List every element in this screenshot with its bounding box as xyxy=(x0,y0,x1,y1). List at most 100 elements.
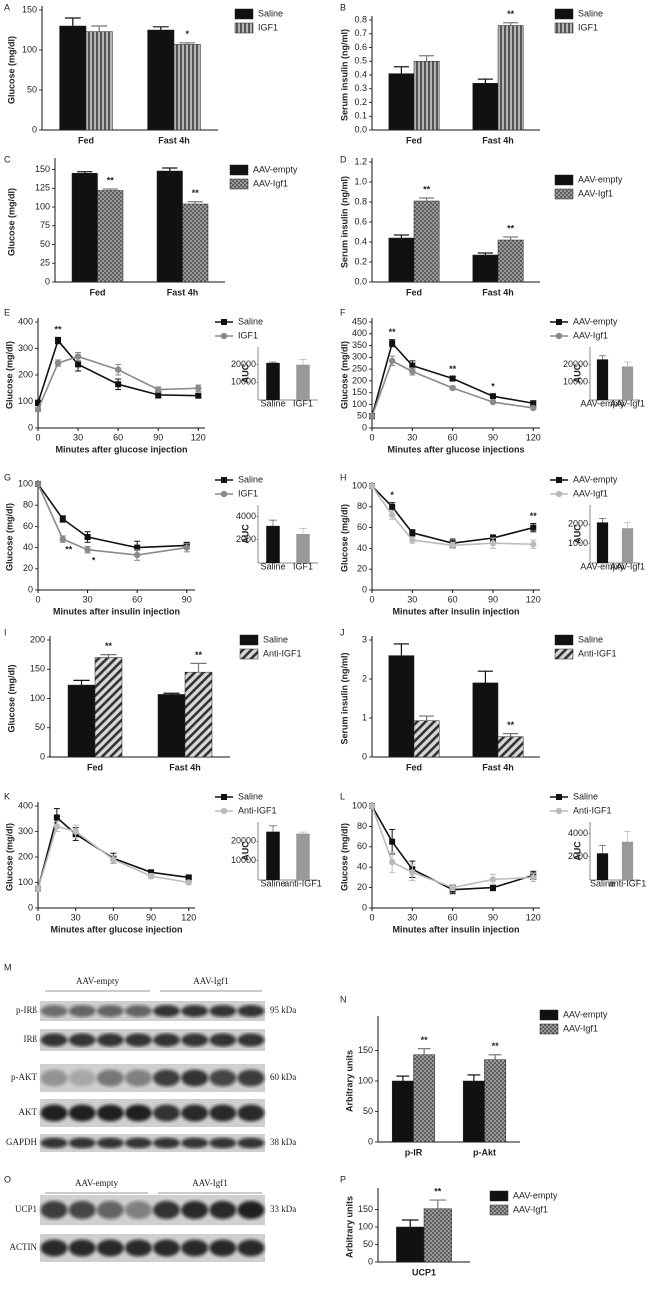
blot-band xyxy=(124,1069,152,1087)
blot-band xyxy=(96,1005,124,1017)
bar xyxy=(156,170,183,283)
y-tick-label: 50 xyxy=(357,411,367,421)
significance: ** xyxy=(192,188,200,198)
y-tick-label: 200 xyxy=(18,851,33,861)
y-tick-label: 450 xyxy=(352,316,367,326)
y-tick-label: 2000 xyxy=(236,534,256,544)
x-tick-label: Saline xyxy=(590,878,615,888)
blot-band xyxy=(96,1033,124,1047)
x-tick-label: Fast 4h xyxy=(158,135,190,145)
legend-marker xyxy=(556,477,562,483)
x-axis-label: Minutes after insulin injection xyxy=(392,606,519,616)
blot-band xyxy=(181,1069,209,1087)
blot-band xyxy=(124,1033,152,1047)
x-tick-label: 0 xyxy=(369,432,374,442)
point xyxy=(368,413,376,420)
y-tick-label: 100 xyxy=(18,877,33,887)
y-axis-label: Serum insulin (ng/ml) xyxy=(339,29,349,121)
bar xyxy=(472,682,499,758)
y-tick-label: 0.6 xyxy=(354,42,367,52)
legend-label: Saline xyxy=(578,634,603,644)
x-tick-label: Fed xyxy=(406,287,422,297)
y-tick-label: 2000 xyxy=(568,851,588,861)
legend-marker xyxy=(221,319,227,325)
y-tick-label: 20 xyxy=(357,564,367,574)
significance: ** xyxy=(107,175,115,185)
y-tick-label: 40 xyxy=(23,542,33,552)
point xyxy=(449,375,456,382)
bar xyxy=(266,831,280,880)
x-tick-label: Fast 4h xyxy=(482,762,514,772)
legend-swatch xyxy=(539,1009,559,1021)
point xyxy=(84,546,91,553)
point xyxy=(155,391,162,398)
y-axis-label: Glucose (mg/dl) xyxy=(6,664,16,732)
y-tick-label: 400 xyxy=(352,328,367,338)
y-tick-label: 100 xyxy=(35,201,50,211)
panel-letter: G xyxy=(4,472,11,482)
y-axis-label: Arbitrary units xyxy=(344,1050,354,1112)
significance: * xyxy=(390,490,394,500)
y-tick-label: 80 xyxy=(357,821,367,831)
y-tick-label: 1000 xyxy=(568,538,588,548)
x-tick-label: 120 xyxy=(526,594,541,604)
legend-swatch xyxy=(554,634,574,646)
panel-letter: D xyxy=(340,154,347,164)
point xyxy=(489,393,496,400)
blot-band xyxy=(40,1137,68,1149)
y-tick-label: 50 xyxy=(40,239,50,249)
x-tick-label: 90 xyxy=(488,594,498,604)
point xyxy=(489,876,497,883)
y-tick-label: 2000 xyxy=(568,519,588,529)
y-tick-label: 200 xyxy=(30,634,45,644)
bar xyxy=(497,239,524,283)
y-tick-label: 150 xyxy=(35,164,50,174)
legend-label: Saline xyxy=(573,791,598,801)
legend-swatch xyxy=(489,1190,509,1202)
x-tick-label: p-IR xyxy=(405,1147,423,1157)
point xyxy=(110,856,117,863)
y-tick-label: 0 xyxy=(368,1136,373,1146)
blot-band xyxy=(40,1239,68,1257)
legend-label: IGF1 xyxy=(238,330,258,340)
y-tick-label: 100 xyxy=(358,1221,373,1231)
blot-band xyxy=(68,1104,96,1122)
legend-label: Saline xyxy=(238,316,263,326)
legend-label: Anti-IGF1 xyxy=(573,805,612,815)
point xyxy=(115,381,122,388)
significance: * xyxy=(92,555,96,565)
x-tick-label: 30 xyxy=(407,594,417,604)
panel-letter: J xyxy=(340,627,345,637)
legend-marker xyxy=(221,794,227,800)
point xyxy=(114,366,122,373)
point xyxy=(449,884,456,891)
y-tick-label: 0.7 xyxy=(354,28,367,38)
blot-band xyxy=(209,1033,237,1047)
significance: * xyxy=(491,382,495,392)
legend-label: AAV-empty xyxy=(513,1190,558,1200)
y-axis-label: Glucose (mg/dl) xyxy=(339,341,349,409)
y-tick-label: 40 xyxy=(357,543,367,553)
y-tick-label: 0 xyxy=(362,422,367,432)
x-tick-label: 60 xyxy=(132,594,142,604)
bar xyxy=(157,694,186,758)
legend-marker xyxy=(555,332,563,340)
x-tick-label: 30 xyxy=(83,594,93,604)
y-tick-label: 0.0 xyxy=(354,276,367,286)
legend-swatch xyxy=(234,22,254,34)
blot-band xyxy=(209,1137,237,1149)
y-tick-label: 0 xyxy=(28,584,33,594)
y-tick-label: 0.0 xyxy=(354,124,367,134)
y-tick-label: 150 xyxy=(352,387,367,397)
point xyxy=(35,399,41,406)
x-tick-label: IGF1 xyxy=(293,398,313,408)
x-axis-label: Minutes after insulin injection xyxy=(53,606,180,616)
point xyxy=(195,392,202,399)
legend-label: AAV-empty xyxy=(563,1009,608,1019)
y-tick-label: 1 xyxy=(362,712,367,722)
blot-band xyxy=(96,1104,124,1122)
legend-swatch xyxy=(234,8,254,20)
blot-band xyxy=(68,1239,96,1257)
y-axis-label: Glucose (mg/dl) xyxy=(6,36,16,104)
